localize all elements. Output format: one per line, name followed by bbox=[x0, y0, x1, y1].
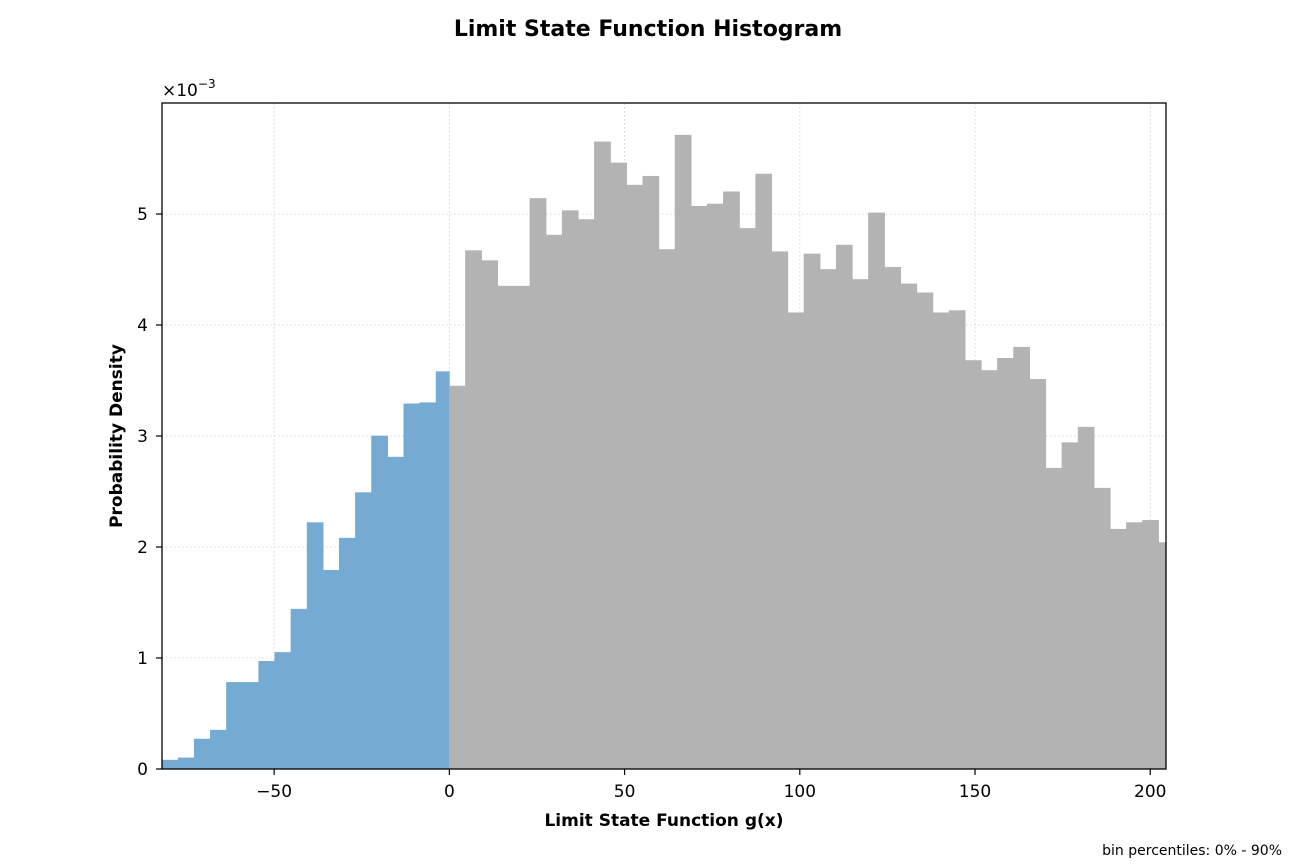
y-tick-label: 1 bbox=[137, 649, 148, 669]
x-tick-label: 200 bbox=[1134, 782, 1166, 802]
histogram-bar-safe bbox=[900, 283, 918, 770]
histogram-bar-safe bbox=[835, 244, 853, 770]
y-tick-label: 5 bbox=[137, 205, 148, 225]
histogram-bar-safe bbox=[1093, 487, 1111, 770]
histogram-bar-safe bbox=[787, 312, 805, 770]
histogram-bar-failure bbox=[226, 682, 243, 770]
histogram-bar-safe bbox=[948, 310, 966, 770]
histogram-bar-safe bbox=[481, 260, 499, 770]
histogram-bar-failure bbox=[258, 661, 276, 770]
histogram-bar-safe bbox=[626, 184, 644, 770]
histogram-bar-safe bbox=[1142, 520, 1159, 770]
histogram-bar-safe bbox=[1109, 528, 1127, 770]
x-axis-label: Limit State Function g(x) bbox=[544, 811, 783, 831]
histogram-bar-safe bbox=[916, 292, 934, 770]
histogram-bar-safe bbox=[642, 175, 660, 770]
x-tick-label: 150 bbox=[959, 782, 991, 802]
histogram-bar-safe bbox=[658, 249, 676, 770]
histogram-bar-safe bbox=[449, 385, 466, 770]
histogram-bar-failure bbox=[355, 492, 372, 770]
histogram-bar-safe bbox=[771, 251, 789, 770]
histogram-bar-safe bbox=[561, 210, 579, 770]
histogram-bar-failure bbox=[274, 652, 292, 770]
histogram-bar-safe bbox=[852, 279, 869, 770]
x-tick-label: −50 bbox=[256, 782, 292, 802]
chart-title: Limit State Function Histogram bbox=[454, 17, 842, 42]
histogram-bar-safe bbox=[497, 285, 515, 770]
y-scale-prefix: ×10 bbox=[162, 81, 198, 101]
histogram-bar-safe bbox=[803, 253, 821, 770]
bin-percentiles-note: bin percentiles: 0% - 90% bbox=[1102, 843, 1282, 859]
histogram-bar-safe bbox=[1029, 379, 1047, 770]
histogram-bar-failure bbox=[403, 403, 421, 770]
histogram-bar-safe bbox=[674, 134, 692, 770]
histogram-bar-failure bbox=[161, 759, 179, 770]
histogram-bar-safe bbox=[594, 141, 611, 770]
x-tick-label: 100 bbox=[784, 782, 816, 802]
histogram-bar-safe bbox=[981, 370, 998, 770]
histogram-bar-safe bbox=[868, 212, 885, 770]
histogram-bar-safe bbox=[739, 228, 756, 770]
histogram-bar-safe bbox=[1126, 522, 1143, 770]
histogram-bar-safe bbox=[513, 285, 531, 770]
histogram-bar-safe bbox=[578, 219, 595, 770]
histogram-bars bbox=[161, 134, 1167, 770]
histogram-bar-failure bbox=[387, 456, 405, 770]
histogram-bar-safe bbox=[1013, 346, 1030, 770]
histogram-bar-safe bbox=[1158, 542, 1167, 770]
y-scale-multiplier: ×10−3 bbox=[162, 77, 216, 101]
x-tick-label: 0 bbox=[444, 782, 455, 802]
histogram-bar-safe bbox=[465, 250, 482, 770]
histogram-bar-failure bbox=[290, 608, 308, 770]
histogram-bar-safe bbox=[1061, 442, 1079, 770]
histogram-bar-safe bbox=[545, 234, 563, 770]
histogram-bar-safe bbox=[706, 203, 724, 770]
histogram-bar-safe bbox=[690, 205, 708, 770]
histogram-bar-failure bbox=[322, 570, 340, 770]
histogram-bar-failure bbox=[306, 522, 324, 770]
histogram-bar-failure bbox=[371, 435, 388, 770]
histogram-bar-safe bbox=[964, 360, 982, 770]
y-tick-label: 3 bbox=[137, 427, 148, 447]
y-axis-ticks: 0 1 2 3 4 5 bbox=[137, 205, 162, 780]
y-tick-label: 0 bbox=[137, 760, 148, 780]
histogram-bar-safe bbox=[723, 191, 740, 770]
histogram-bar-failure bbox=[210, 729, 227, 770]
histogram-bar-failure bbox=[435, 371, 450, 770]
histogram-bar-failure bbox=[177, 757, 195, 770]
histogram-bar-safe bbox=[884, 266, 902, 770]
histogram-bar-safe bbox=[610, 162, 627, 770]
histogram-bar-safe bbox=[1045, 467, 1063, 770]
y-scale-exponent: −3 bbox=[198, 77, 216, 91]
histogram-bar-failure bbox=[419, 402, 437, 770]
histogram-bar-safe bbox=[932, 312, 950, 770]
x-tick-label: 50 bbox=[614, 782, 636, 802]
histogram-bar-failure bbox=[339, 537, 356, 770]
histogram-bar-safe bbox=[997, 357, 1014, 770]
x-axis-ticks: −50 0 50 100 150 200 bbox=[256, 769, 1166, 802]
histogram-bar-safe bbox=[755, 173, 773, 770]
histogram-bar-safe bbox=[1077, 426, 1095, 770]
histogram-bar-failure bbox=[242, 682, 260, 770]
y-axis-label: Probability Density bbox=[107, 344, 127, 528]
histogram-bar-safe bbox=[529, 198, 547, 770]
y-tick-label: 2 bbox=[137, 538, 148, 558]
histogram-bar-safe bbox=[819, 269, 837, 770]
histogram-bar-failure bbox=[193, 738, 211, 770]
y-tick-label: 4 bbox=[137, 316, 148, 336]
